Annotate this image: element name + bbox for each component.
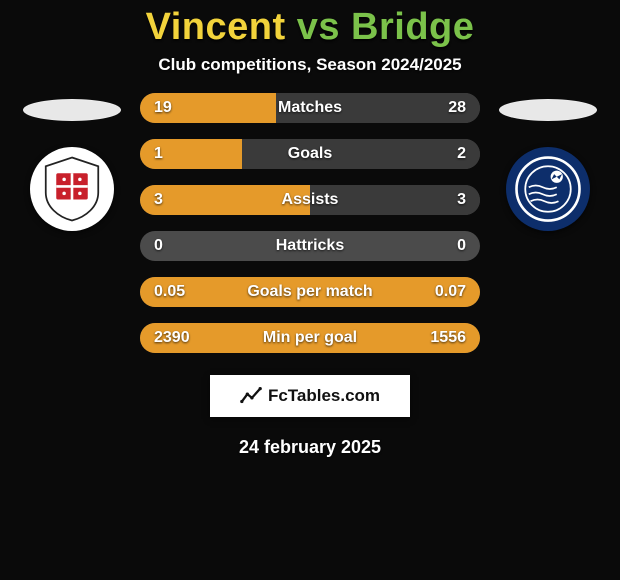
woking-crest-icon [37, 154, 107, 224]
main-row: 1928Matches 12Goals 33Assists 00Hattricks 0.… [0, 93, 620, 353]
page-title: Vincent vs Bridge [0, 6, 620, 49]
right-column [498, 93, 598, 231]
title-player2: Bridge [351, 6, 474, 48]
date-label: 24 february 2025 [0, 437, 620, 458]
branding-text: FcTables.com [268, 386, 380, 406]
player1-club-crest [30, 147, 114, 231]
player2-club-crest [506, 147, 590, 231]
stat-bar: 12Goals [140, 139, 480, 169]
title-vs: vs [297, 6, 340, 48]
stat-bar: 00Hattricks [140, 231, 480, 261]
stat-bar: 23901556Min per goal [140, 323, 480, 353]
comparison-card: Vincent vs Bridge Club competitions, Sea… [0, 0, 620, 580]
stat-bar: 0.050.07Goals per match [140, 277, 480, 307]
stat-bar: 1928Matches [140, 93, 480, 123]
player2-photo-placeholder [499, 99, 597, 121]
stat-bar: 33Assists [140, 185, 480, 215]
player1-photo-placeholder [23, 99, 121, 121]
stat-bars: 1928Matches 12Goals 33Assists 00Hattricks 0.… [140, 93, 480, 353]
title-player1: Vincent [146, 6, 286, 48]
left-column [22, 93, 122, 231]
southend-crest-icon [513, 154, 583, 224]
branding-badge: FcTables.com [210, 375, 410, 417]
chart-icon [240, 385, 262, 407]
subtitle: Club competitions, Season 2024/2025 [0, 55, 620, 75]
